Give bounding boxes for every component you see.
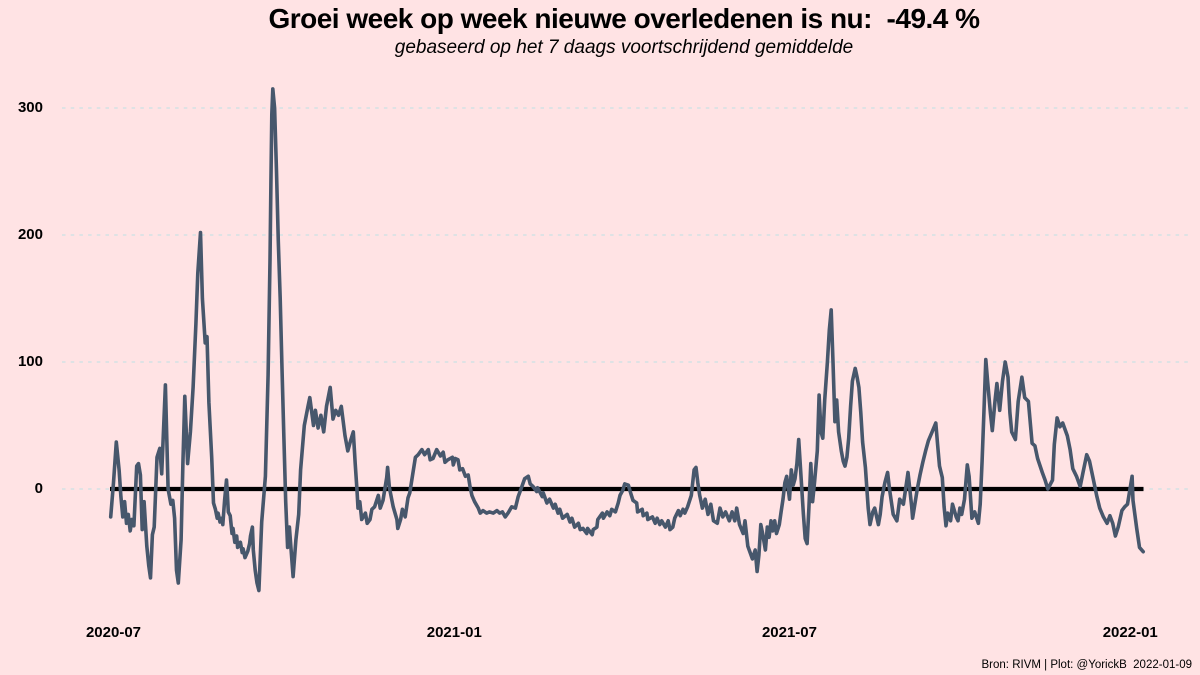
- x-tick-label: 2022-01: [1102, 624, 1158, 641]
- y-tick-label: 300: [17, 99, 43, 116]
- gridlines: [62, 107, 1190, 490]
- y-tick-label: 0: [34, 480, 43, 497]
- chart-title: Groei week op week nieuwe overledenen is…: [268, 3, 980, 34]
- chart-subtitle: gebaseerd op het 7 daags voortschrijdend…: [394, 37, 854, 58]
- x-tick-label: 2020-07: [85, 624, 142, 641]
- credit-caption: Bron: RIVM | Plot: @YorickB 2022-01-09: [981, 659, 1192, 671]
- y-tick-label: 200: [17, 226, 43, 243]
- y-tick-label: 100: [17, 353, 43, 370]
- growth-line-series: [108, 87, 1145, 593]
- x-tick-label: 2021-07: [761, 624, 817, 641]
- x-tick-label: 2021-01: [426, 624, 482, 641]
